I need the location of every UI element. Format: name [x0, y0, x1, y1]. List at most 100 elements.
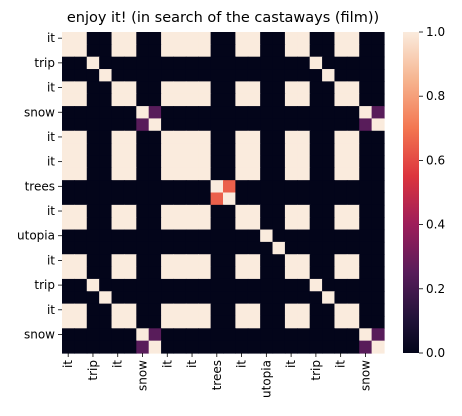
- heatmap-cell: [260, 118, 274, 132]
- heatmap-cell: [371, 328, 385, 342]
- heatmap-cell: [173, 340, 187, 354]
- heatmap-cell: [334, 130, 348, 144]
- y-tick-label: it: [47, 31, 55, 45]
- heatmap-cell: [223, 93, 236, 107]
- heatmap-cell: [235, 192, 249, 206]
- heatmap-cell: [235, 118, 249, 132]
- heatmap-cell: [111, 106, 125, 120]
- heatmap-cell: [297, 204, 311, 218]
- heatmap-cell: [62, 81, 75, 95]
- heatmap-cell: [223, 167, 236, 181]
- colorbar-gradient: [403, 32, 419, 353]
- heatmap-cell: [210, 93, 224, 107]
- heatmap-cell: [185, 340, 199, 354]
- heatmap-cell: [62, 229, 75, 243]
- heatmap-cell: [260, 69, 274, 82]
- heatmap-cell: [136, 303, 150, 317]
- heatmap-cell: [346, 340, 360, 354]
- heatmap-cell: [322, 241, 336, 255]
- heatmap-cell: [260, 155, 274, 169]
- heatmap-cell: [111, 44, 125, 58]
- heatmap-cell: [247, 118, 261, 132]
- heatmap-cell: [210, 217, 224, 231]
- heatmap-cell: [284, 241, 298, 255]
- heatmap-cell: [371, 93, 385, 107]
- heatmap-cell: [260, 278, 274, 292]
- y-tick-label: trip: [34, 56, 55, 70]
- heatmap-cell: [99, 241, 113, 255]
- heatmap-cell: [148, 69, 162, 82]
- heatmap-cell: [235, 204, 249, 218]
- heatmap-cell: [284, 328, 298, 342]
- heatmap-cell: [346, 204, 360, 218]
- heatmap-cell: [111, 217, 125, 231]
- heatmap-cell: [260, 241, 274, 255]
- heatmap-cell: [86, 303, 100, 317]
- heatmap-cell: [322, 81, 336, 95]
- colorbar-tick-label: 0.8: [426, 89, 445, 103]
- heatmap-cell: [260, 217, 274, 231]
- heatmap-cell: [284, 303, 298, 317]
- heatmap-cell: [334, 229, 348, 243]
- heatmap-cell: [99, 118, 113, 132]
- heatmap-cell: [260, 192, 274, 206]
- heatmap-cell: [173, 106, 187, 120]
- y-tick-label: snow: [24, 327, 55, 341]
- heatmap-cell: [210, 241, 224, 255]
- heatmap-cell: [247, 241, 261, 255]
- y-tick-label: it: [47, 204, 55, 218]
- heatmap-cell: [247, 303, 261, 317]
- heatmap-cell: [74, 44, 88, 58]
- heatmap-cell: [359, 32, 373, 45]
- heatmap-cell: [371, 217, 385, 231]
- heatmap-cell: [272, 106, 286, 120]
- heatmap-cell: [86, 143, 100, 157]
- heatmap-cell: [260, 340, 274, 354]
- y-tick-label: utopia: [17, 229, 55, 243]
- heatmap-cell: [210, 32, 224, 45]
- heatmap-cell: [74, 81, 88, 95]
- heatmap-cell: [371, 155, 385, 169]
- heatmap-cell: [62, 32, 75, 45]
- heatmap-cell: [62, 217, 75, 231]
- heatmap-cell: [359, 143, 373, 157]
- heatmap-cell: [99, 278, 113, 292]
- heatmap-cell: [123, 241, 137, 255]
- heatmap-cell: [111, 93, 125, 107]
- heatmap-cell: [359, 44, 373, 58]
- heatmap-cell: [223, 180, 236, 194]
- heatmap-cell: [297, 328, 311, 342]
- heatmap-cell: [235, 93, 249, 107]
- heatmap-cell: [247, 328, 261, 342]
- heatmap-cell: [272, 44, 286, 58]
- heatmap-cell: [334, 32, 348, 45]
- heatmap-cell: [334, 291, 348, 305]
- heatmap-cell: [123, 192, 137, 206]
- heatmap-cell: [86, 278, 100, 292]
- heatmap-cell: [62, 118, 75, 132]
- heatmap-cell: [346, 315, 360, 329]
- heatmap-cell: [322, 204, 336, 218]
- heatmap-cell: [62, 56, 75, 70]
- heatmap-cell: [309, 241, 323, 255]
- heatmap-cell: [235, 56, 249, 70]
- heatmap-cell: [148, 328, 162, 342]
- heatmap-cell: [62, 180, 75, 194]
- x-tick-label: trees: [210, 360, 224, 390]
- heatmap-cell: [322, 130, 336, 144]
- heatmap-cell: [210, 118, 224, 132]
- heatmap-cell: [198, 69, 212, 82]
- y-tick-label: trees: [25, 179, 55, 193]
- heatmap-cell: [136, 254, 150, 268]
- heatmap-cell: [86, 81, 100, 95]
- heatmap-cell: [198, 167, 212, 181]
- heatmap-cell: [371, 266, 385, 280]
- heatmap-cell: [309, 143, 323, 157]
- x-axis-ticks: it trip it snow it it trees it utopia it trip it sno…: [61, 353, 372, 398]
- colorbar: 0.0 0.2 0.4 0.6 0.8 1.0: [403, 25, 445, 360]
- heatmap-cell: [359, 93, 373, 107]
- heatmap-cell: [74, 315, 88, 329]
- heatmap-cell: [136, 266, 150, 280]
- heatmap-cell: [247, 217, 261, 231]
- heatmap-cell: [136, 69, 150, 82]
